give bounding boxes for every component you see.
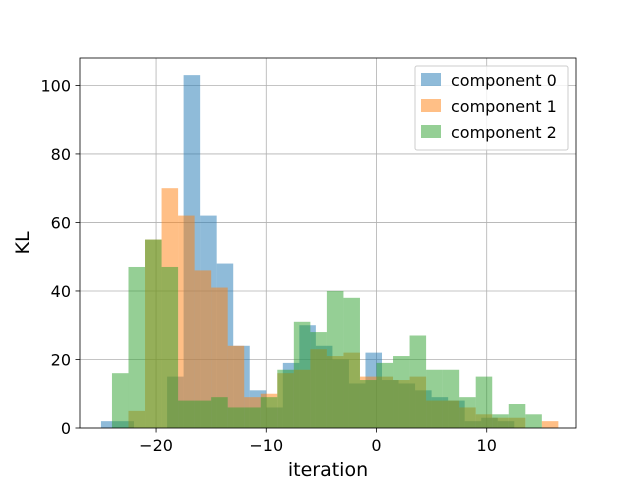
histogram-bar <box>426 369 443 428</box>
histogram-bar <box>194 270 212 428</box>
histogram-bar <box>508 404 526 428</box>
series-component-2 <box>111 239 542 428</box>
histogram-bar <box>211 287 228 428</box>
legend-swatch-component-2 <box>421 125 441 138</box>
y-tick-label: 20 <box>51 350 71 369</box>
histogram-bar <box>161 266 179 428</box>
x-axis-label: iteration <box>288 459 368 480</box>
x-tick-label: −10 <box>249 436 283 455</box>
y-tick-label: 80 <box>51 145 71 164</box>
legend-box <box>414 65 569 151</box>
histogram-bar <box>326 290 344 428</box>
histogram-bar <box>359 380 377 428</box>
histogram-bar <box>376 362 394 428</box>
histogram-bar <box>260 397 278 428</box>
plot-frame <box>79 57 577 429</box>
histogram-bar <box>194 400 212 428</box>
histogram-bar <box>111 373 129 428</box>
histogram-bar <box>293 321 311 428</box>
histogram-bars <box>100 75 559 428</box>
histogram-bar <box>475 376 493 428</box>
y-tick-label: 60 <box>51 213 71 232</box>
histogram-bar <box>310 332 327 428</box>
x-tick-label: 0 <box>371 436 381 455</box>
histogram-bar <box>145 239 162 428</box>
histogram-bar <box>459 397 476 428</box>
histogram-bar <box>393 356 410 428</box>
histogram-bar <box>227 407 245 428</box>
y-tick-label: 0 <box>61 419 71 438</box>
histogram-bar <box>277 369 294 428</box>
legend-label-component-2: component 2 <box>451 123 557 142</box>
histogram-bar <box>525 414 542 428</box>
histogram-bar <box>211 397 228 428</box>
histogram-bar <box>128 266 146 428</box>
legend-swatch-component-1 <box>421 99 441 112</box>
legend-swatch-component-0 <box>421 73 441 86</box>
x-tick-label: 10 <box>477 436 497 455</box>
y-axis-label: KL <box>12 231 34 254</box>
x-tick-label: −20 <box>139 436 173 455</box>
histogram-bar <box>541 421 559 428</box>
histogram-bar <box>343 297 360 428</box>
histogram-bar <box>244 407 261 428</box>
y-tick-label: 100 <box>40 76 71 95</box>
legend-label-component-1: component 1 <box>451 97 557 116</box>
legend: component 0 component 1 component 2 <box>414 65 569 151</box>
histogram-bar <box>178 400 195 428</box>
legend-label-component-0: component 0 <box>451 71 557 90</box>
histogram-bar <box>100 421 118 428</box>
histogram-bar <box>492 414 509 428</box>
y-tick-label: 40 <box>51 282 71 301</box>
histogram-bar <box>409 335 427 428</box>
histogram-bar <box>178 215 195 428</box>
histogram-bar <box>442 369 460 428</box>
